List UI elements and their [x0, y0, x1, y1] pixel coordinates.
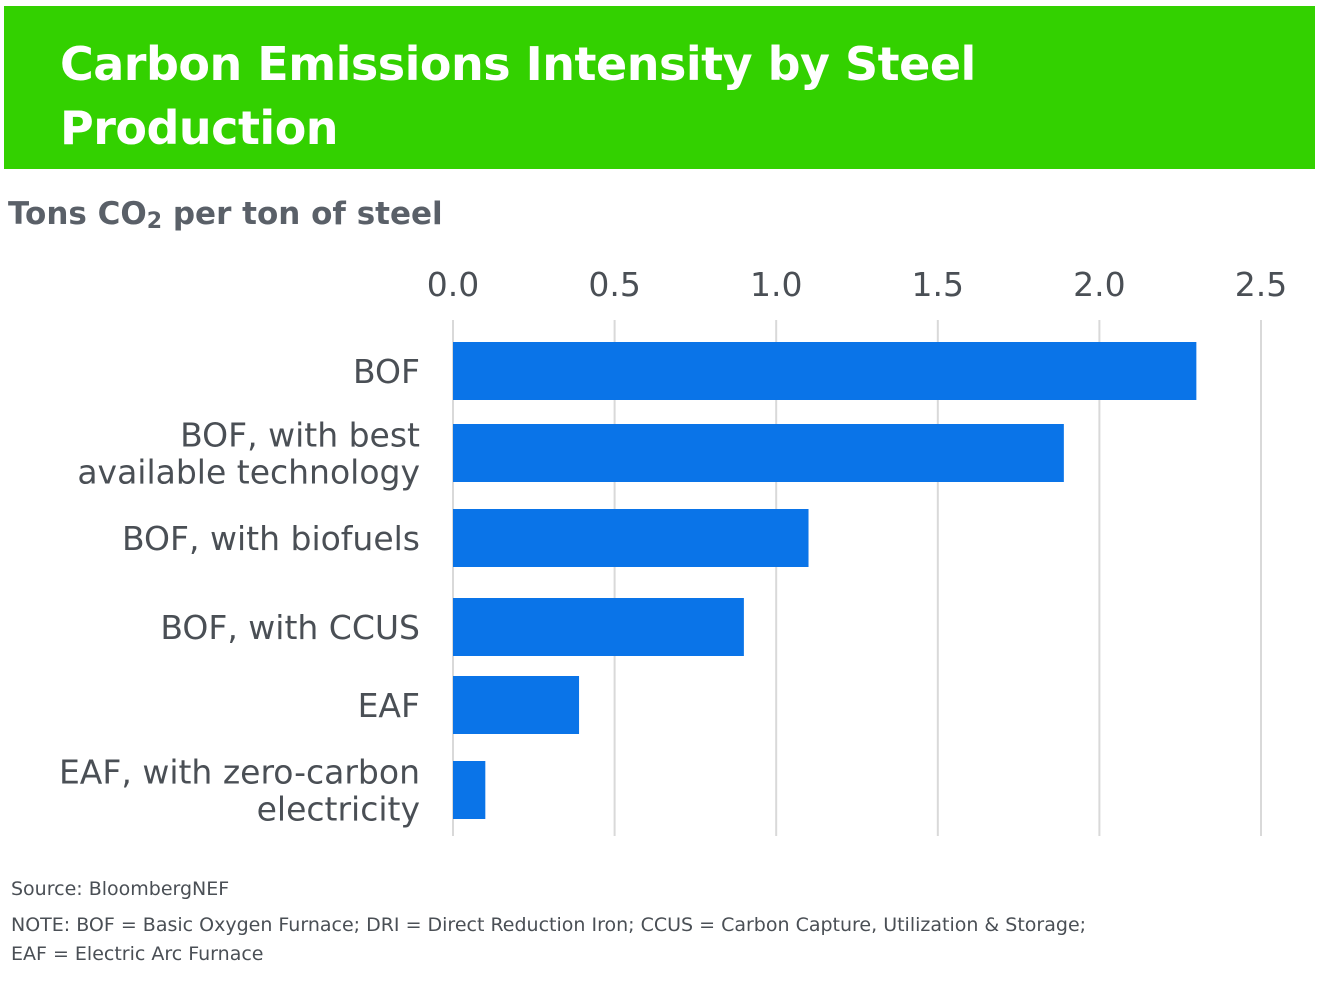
x-tick-label: 2.0: [1073, 265, 1125, 304]
bar: [453, 676, 580, 734]
category-label-line: BOF, with best: [180, 416, 420, 455]
units-label-prefix: Tons CO: [8, 196, 147, 232]
x-tick-label: 1.0: [750, 265, 802, 304]
note-line-2: EAF = Electric Arc Furnace: [11, 943, 264, 965]
bar-chart: 0.0 0.5 1.0 1.5 2.0 2.5 BOF BOF, with best avail…: [59, 265, 1287, 836]
category-label-line: BOF, with biofuels: [122, 519, 420, 558]
category-label-line: available technology: [77, 453, 420, 492]
x-tick-label: 0.0: [427, 265, 479, 304]
x-tick-label: 2.5: [1235, 265, 1287, 304]
category-label-line: electricity: [257, 790, 420, 829]
category-label: BOF, with biofuels: [122, 519, 420, 558]
units-label: Tons CO2 per ton of steel: [8, 196, 443, 234]
bar: [453, 598, 744, 656]
bar: [453, 761, 486, 819]
category-label-line: EAF: [358, 686, 420, 725]
units-label-subscript: 2: [146, 209, 163, 234]
category-label: EAF, with zero-carbon electricity: [59, 753, 420, 829]
title-banner: Carbon Emissions Intensity by Steel Prod…: [4, 6, 1315, 219]
source-note: Source: BloombergNEF: [11, 878, 230, 900]
x-tick-label: 1.5: [912, 265, 964, 304]
chart-title-line-1: Carbon Emissions Intensity by Steel Prod…: [60, 37, 976, 155]
category-label: BOF, with CCUS: [160, 608, 420, 647]
x-tick-label: 0.5: [588, 265, 640, 304]
category-label: BOF: [353, 352, 420, 391]
category-label-line: BOF, with CCUS: [160, 608, 420, 647]
category-label: EAF: [358, 686, 420, 725]
units-label-suffix: per ton of steel: [162, 196, 443, 232]
category-label: BOF, with best available technology: [77, 416, 420, 492]
bar: [453, 342, 1197, 400]
note-line-1: NOTE: BOF = Basic Oxygen Furnace; DRI = …: [11, 914, 1087, 936]
chart-title-line-2: Method: [60, 165, 254, 219]
bar: [453, 509, 809, 567]
category-label-line: BOF: [353, 352, 420, 391]
category-label-line: EAF, with zero-carbon: [59, 753, 420, 792]
bar: [453, 424, 1064, 482]
